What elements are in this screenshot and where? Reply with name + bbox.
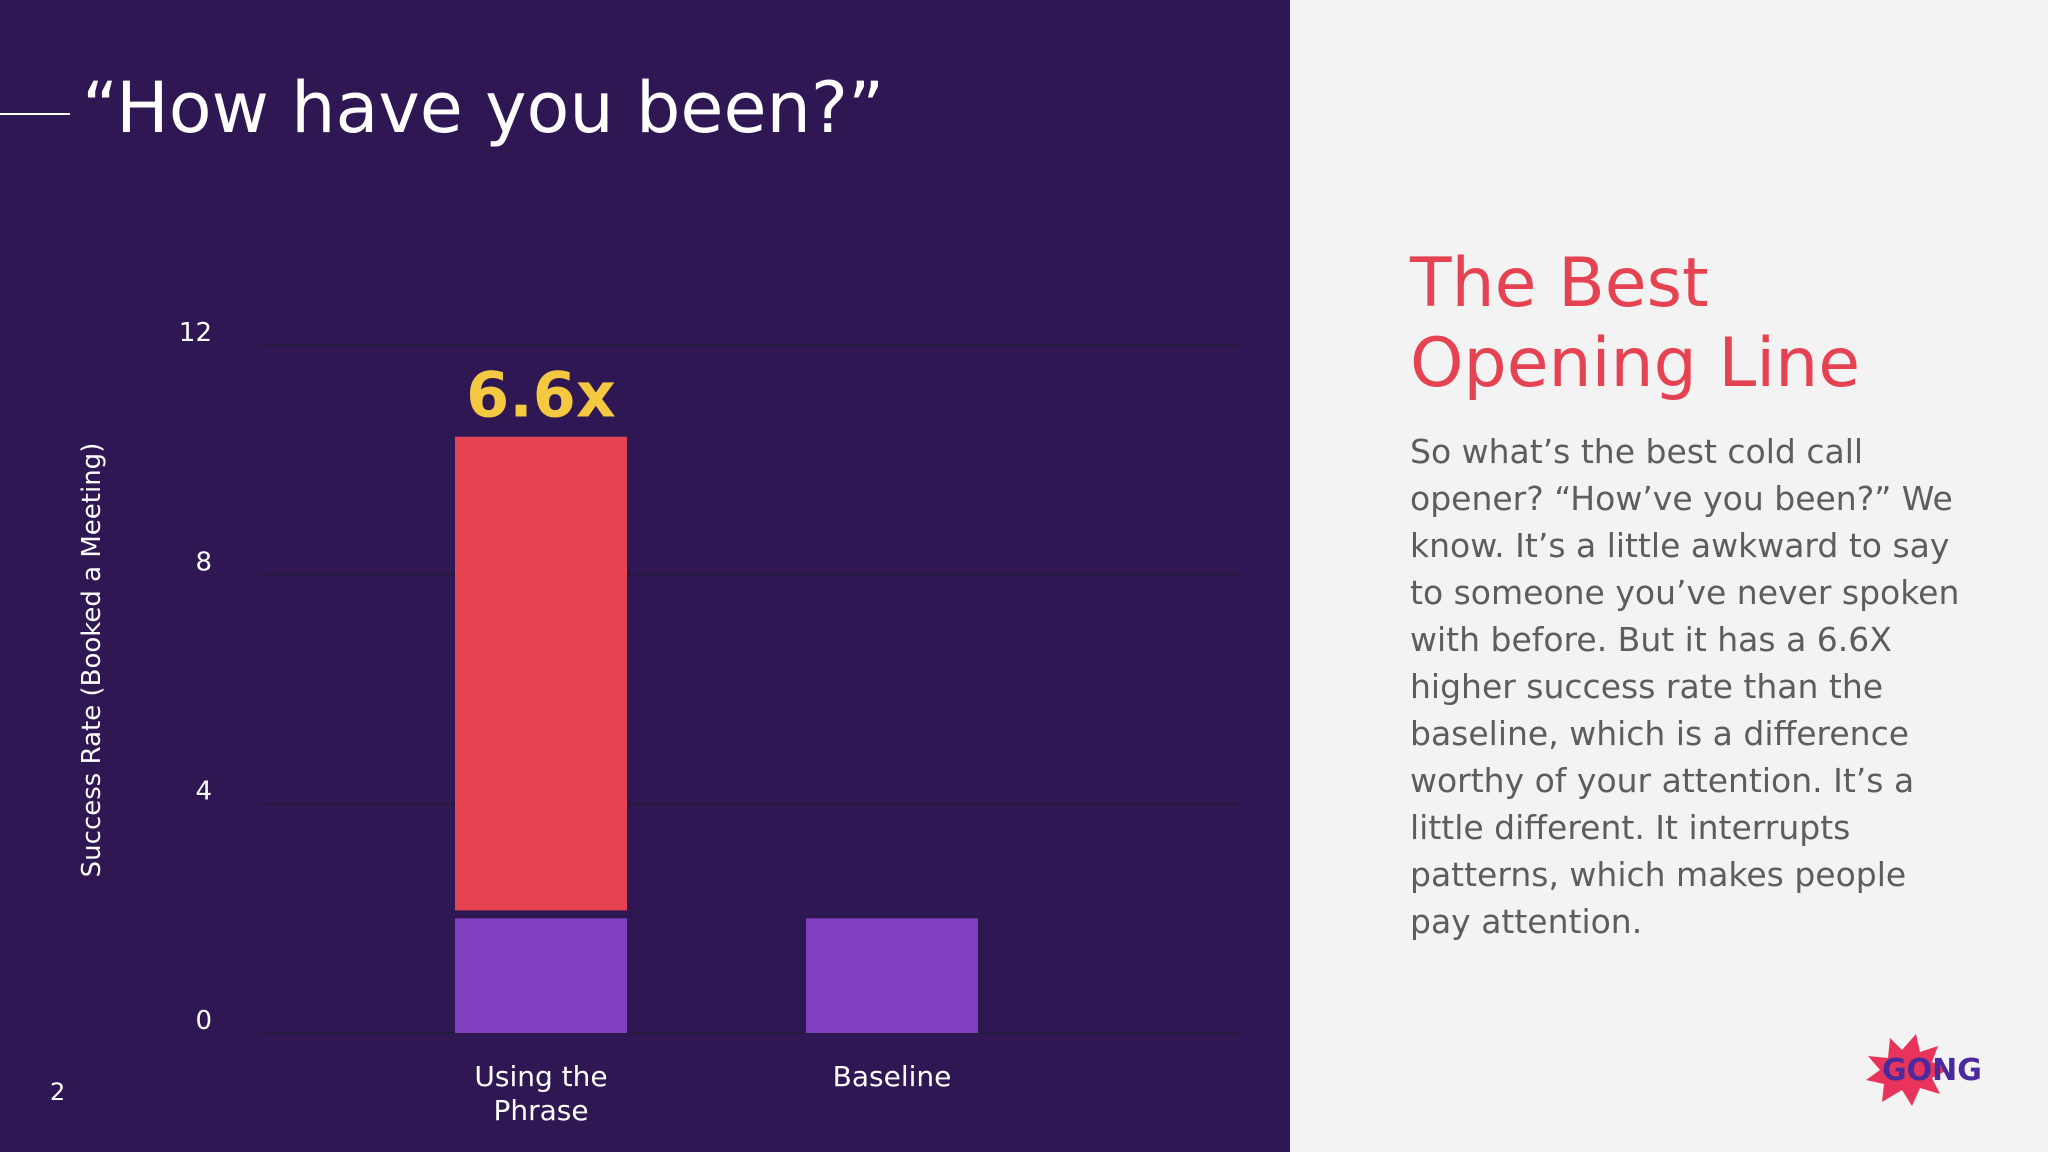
data-label: 6.6x: [466, 359, 616, 432]
bar-segment: [455, 436, 627, 911]
slide-title: “How have you been?”: [82, 67, 885, 149]
title-rule: [0, 113, 70, 115]
y-axis-label: Success Rate (Booked a Meeting): [77, 443, 107, 878]
gong-logo: GONG: [1866, 1034, 1982, 1106]
section-heading: The Best Opening Line: [1410, 244, 1861, 403]
slide-number: 2: [50, 1078, 66, 1106]
x-tick-label: Baseline: [833, 1060, 952, 1093]
bar-segment: [806, 918, 978, 1033]
gong-burst-icon: [1866, 1034, 1948, 1106]
y-tick-label: 8: [195, 547, 212, 577]
y-tick-label: 0: [195, 1006, 212, 1036]
bar-segment: [455, 918, 627, 1033]
y-tick-label: 4: [195, 777, 212, 807]
left-panel: [0, 0, 1290, 1152]
logo-text: GONG: [1882, 1053, 1982, 1088]
y-tick-label: 12: [179, 318, 212, 348]
x-tick-label: Using the: [474, 1060, 607, 1093]
bar-chart: 0 4 8 12 Success Rate (Booked a Meeting) Usin…: [77, 318, 1240, 1127]
section-body: So what’s the best cold call opener? “Ho…: [1410, 432, 1960, 941]
x-tick-label: Phrase: [493, 1094, 588, 1127]
